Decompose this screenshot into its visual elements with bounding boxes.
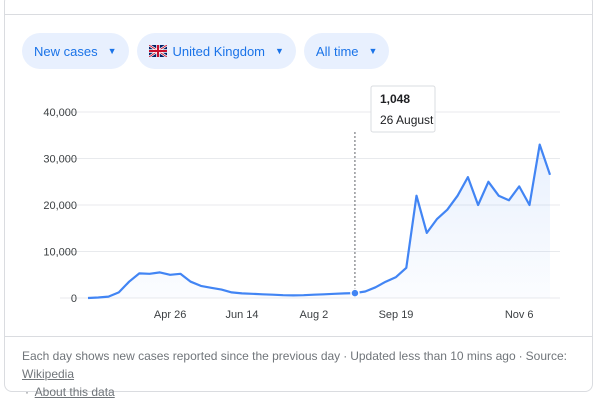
x-tick-label: Aug 2 bbox=[299, 309, 328, 321]
about-data-link[interactable]: About this data bbox=[34, 385, 115, 399]
y-tick-label: 10,000 bbox=[43, 247, 77, 259]
value-tooltip: 1,048 26 August bbox=[370, 85, 436, 133]
caret-down-icon: ▼ bbox=[368, 46, 378, 56]
top-divider bbox=[4, 14, 593, 15]
footer-note: Each day shows new cases reported since … bbox=[22, 349, 341, 363]
cases-area-fill bbox=[88, 144, 550, 298]
metric-label: New cases bbox=[34, 43, 98, 59]
y-tick-label: 20,000 bbox=[43, 200, 77, 212]
tooltip-value: 1,048 bbox=[380, 92, 410, 106]
y-tick-label: 40,000 bbox=[43, 107, 77, 119]
source-label: Source: bbox=[525, 349, 567, 363]
wikipedia-link[interactable]: Wikipedia bbox=[22, 367, 75, 381]
x-tick-label: Nov 6 bbox=[505, 309, 534, 321]
x-tick-label: Sep 19 bbox=[379, 309, 414, 321]
x-tick-label: Apr 26 bbox=[154, 309, 186, 321]
tooltip-date: 26 August bbox=[380, 113, 434, 127]
uk-flag-icon bbox=[148, 45, 167, 57]
y-tick-label: 30,000 bbox=[43, 154, 77, 166]
region-dropdown[interactable]: United Kingdom ▼ bbox=[136, 33, 296, 69]
hover-point bbox=[350, 288, 360, 298]
period-dropdown[interactable]: All time ▼ bbox=[303, 33, 390, 69]
period-label: All time bbox=[315, 43, 359, 59]
region-label: United Kingdom bbox=[172, 43, 266, 59]
cases-series-line bbox=[87, 143, 552, 300]
metric-dropdown[interactable]: New cases ▼ bbox=[22, 33, 129, 69]
cases-line-chart[interactable]: 40,000 30,000 20,000 10,000 0 Apr 26 Jun 14 Au… bbox=[0, 0, 600, 340]
bottom-divider bbox=[4, 336, 593, 337]
y-tick-label: 0 bbox=[71, 293, 77, 305]
caret-down-icon: ▼ bbox=[107, 46, 117, 56]
filter-bar: New cases ▼ United Kingdom ▼ All time ▼ bbox=[22, 33, 390, 69]
update-status: Updated less than 10 mins ago bbox=[350, 349, 516, 363]
caret-down-icon: ▼ bbox=[275, 46, 284, 56]
footer: Each day shows new cases reported since … bbox=[22, 349, 567, 399]
x-tick-label: Jun 14 bbox=[225, 309, 258, 321]
